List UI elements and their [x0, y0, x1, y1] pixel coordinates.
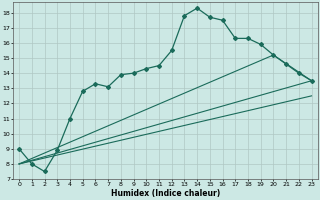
- X-axis label: Humidex (Indice chaleur): Humidex (Indice chaleur): [111, 189, 220, 198]
